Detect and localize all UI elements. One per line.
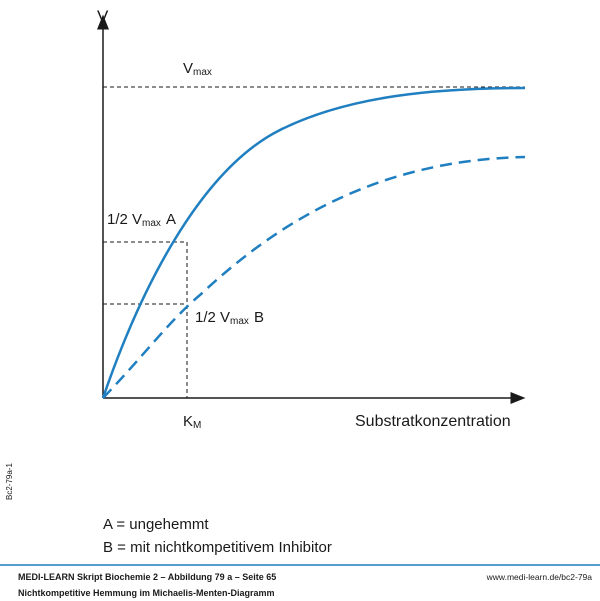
- footer-caption: Nichtkompetitive Hemmung im Michaelis-Me…: [18, 588, 275, 598]
- km-label: KM: [183, 413, 201, 431]
- half-b-label: 1/2 Vmax B: [195, 309, 264, 327]
- text: 1/2 V: [195, 309, 230, 326]
- curve-b: [102, 155, 526, 399]
- side-code: Bc2-79a-1: [5, 463, 14, 500]
- axis-x-label: Substratkonzentration: [355, 413, 511, 430]
- vmax-label: Vmax: [183, 60, 212, 78]
- text: K: [183, 413, 193, 430]
- subscript: max: [230, 316, 249, 327]
- half-a-label: 1/2 Vmax A: [107, 211, 176, 229]
- subscript: max: [193, 67, 212, 78]
- subscript: M: [193, 420, 201, 431]
- legend-item: B = mit nichtkompetitivem Inhibitor: [103, 539, 332, 556]
- text: B: [254, 309, 264, 326]
- text: A: [166, 211, 176, 228]
- curve-a: [101, 86, 526, 399]
- text: V: [183, 60, 193, 77]
- text: 1/2 V: [107, 211, 142, 228]
- footer-url: www.medi-learn.de/bc2-79a: [486, 572, 593, 582]
- footer-source: MEDI-LEARN Skript Biochemie 2 – Abbildun…: [18, 572, 276, 582]
- legend-item: A = ungehemmt: [103, 516, 209, 533]
- guides: [103, 86, 525, 398]
- axis-y-label: V: [97, 7, 109, 26]
- subscript: max: [142, 218, 161, 229]
